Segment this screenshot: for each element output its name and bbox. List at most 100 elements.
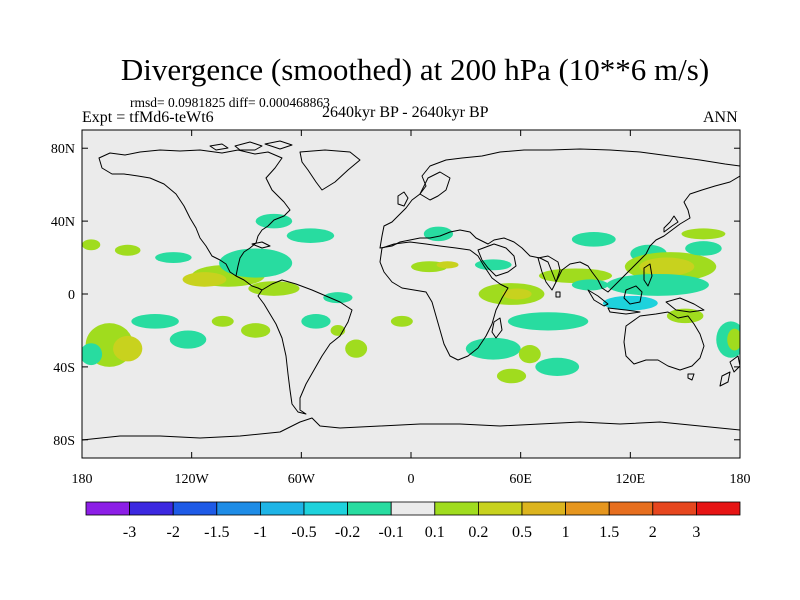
colorbar-label: 1.5 xyxy=(599,524,619,541)
anomaly-region xyxy=(606,273,709,296)
colorbar-label: -1 xyxy=(254,524,267,541)
axes: 180 120W 60W 0 60E 120E 180 80N 40N 0 40S 80S xyxy=(51,130,751,487)
coast-africa xyxy=(379,241,509,361)
colorbar-box xyxy=(477,501,523,516)
anomaly-region xyxy=(255,213,293,229)
anomaly-region xyxy=(286,228,335,243)
anomaly-region xyxy=(639,257,695,276)
colorbar-label: -0.1 xyxy=(379,524,404,541)
colorbar-box xyxy=(608,501,654,516)
y-tick-label: 80N xyxy=(51,142,75,157)
anomaly-region xyxy=(507,312,589,331)
x-tick-label: 60W xyxy=(288,472,316,487)
anomaly-region xyxy=(113,335,143,362)
colorbar-label: 2 xyxy=(649,524,657,541)
y-tick-label: 40N xyxy=(51,215,75,230)
anomaly-region xyxy=(502,288,532,300)
coast-madagascar xyxy=(491,317,503,339)
anomaly-region xyxy=(169,330,207,349)
colorbar-box xyxy=(696,501,741,516)
colorbar-box xyxy=(652,501,697,516)
colorbar-box xyxy=(129,501,174,516)
colorbar-box xyxy=(172,501,218,516)
coast-tasmania xyxy=(687,373,695,381)
chart-title: Divergence (smoothed) at 200 hPa (10**6 … xyxy=(120,52,710,87)
anomaly-region xyxy=(685,241,722,256)
anomaly-region xyxy=(241,323,271,338)
x-tick-label: 120W xyxy=(175,472,210,487)
coastlines xyxy=(82,140,740,441)
colorbar-label: -0.2 xyxy=(335,524,360,541)
x-tick-label: 180 xyxy=(730,472,751,487)
x-tick-label: 0 xyxy=(408,472,415,487)
coast-borneo xyxy=(623,285,643,305)
coast-japan xyxy=(663,215,679,233)
x-tick-label: 120E xyxy=(616,472,646,487)
coast-new-guinea xyxy=(665,297,705,313)
anomaly-region xyxy=(323,292,353,304)
period-label: 2640kyr BP - 2640kyr BP xyxy=(322,104,489,121)
coast-australia xyxy=(623,311,705,371)
season-label: ANN xyxy=(703,109,738,126)
anomaly-region xyxy=(211,315,234,327)
anomaly-region xyxy=(82,239,101,251)
anomaly-region xyxy=(345,339,368,358)
colorbar-box xyxy=(565,501,610,516)
rmsd-diff-stats: rmsd= 0.0981825 diff= 0.000468863 xyxy=(130,95,330,110)
coast-philippines xyxy=(643,263,653,287)
coast-south-america xyxy=(257,279,353,415)
anomaly-region xyxy=(155,252,192,264)
colorbar-box xyxy=(259,501,305,516)
colorbar: -3 -2 -1.5 -1 -0.5 -0.2 -0.1 0.1 0.2 0.5 1 1.5 2 3 xyxy=(85,501,741,541)
colorbar-label: 3 xyxy=(692,524,700,541)
colorbar-label: -0.5 xyxy=(291,524,316,541)
coast-central-america xyxy=(235,275,263,291)
x-tick-label: 180 xyxy=(72,472,93,487)
anomaly-region xyxy=(436,261,459,269)
colorbar-label: 1 xyxy=(562,524,570,541)
anomaly-region xyxy=(131,314,179,329)
anomaly-region xyxy=(423,226,454,242)
colorbar-label: -3 xyxy=(123,524,136,541)
colorbar-label: 0.1 xyxy=(425,524,445,541)
anomaly-region xyxy=(496,368,527,384)
coast-arabia xyxy=(477,243,517,277)
coast-new-zealand xyxy=(719,355,740,387)
coast-scandinavia xyxy=(419,171,451,201)
colorbar-box xyxy=(303,501,348,516)
coast-sumatra xyxy=(587,289,609,307)
coast-greenland xyxy=(299,149,361,191)
anomaly-region xyxy=(182,272,227,287)
coast-sri-lanka xyxy=(555,291,561,298)
coast-antarctica xyxy=(82,417,740,441)
anomaly-region xyxy=(666,308,704,324)
anomaly-region xyxy=(301,314,331,329)
anomaly-region xyxy=(602,295,658,311)
colorbar-label: -2 xyxy=(167,524,180,541)
anomaly-region xyxy=(727,328,740,351)
x-tick-label: 60E xyxy=(509,472,532,487)
colorbar-box xyxy=(434,501,479,516)
anomaly-region xyxy=(681,228,726,240)
anomaly-region xyxy=(390,315,413,327)
coast-eurasia xyxy=(379,148,740,293)
y-tick-label: 0 xyxy=(68,288,75,303)
anomaly-region xyxy=(219,248,293,278)
coast-cuba xyxy=(251,241,271,249)
anomaly-region xyxy=(535,357,580,376)
colorbar-label: 0.5 xyxy=(512,524,532,541)
anomaly-region xyxy=(465,337,521,360)
colorbar-box xyxy=(85,501,130,516)
y-tick-label: 80S xyxy=(53,434,75,449)
anomaly-region xyxy=(82,343,103,366)
colorbar-box xyxy=(521,501,566,516)
anomaly-fields xyxy=(82,213,740,384)
experiment-label: Expt = tfMd6-teWt6 xyxy=(82,109,214,126)
y-tick-label: 40S xyxy=(53,361,75,376)
coast-arctic-islands xyxy=(209,140,293,151)
colorbar-box xyxy=(347,501,392,516)
anomaly-region xyxy=(114,244,141,256)
coast-britain xyxy=(397,191,409,207)
colorbar-label: -1.5 xyxy=(204,524,229,541)
